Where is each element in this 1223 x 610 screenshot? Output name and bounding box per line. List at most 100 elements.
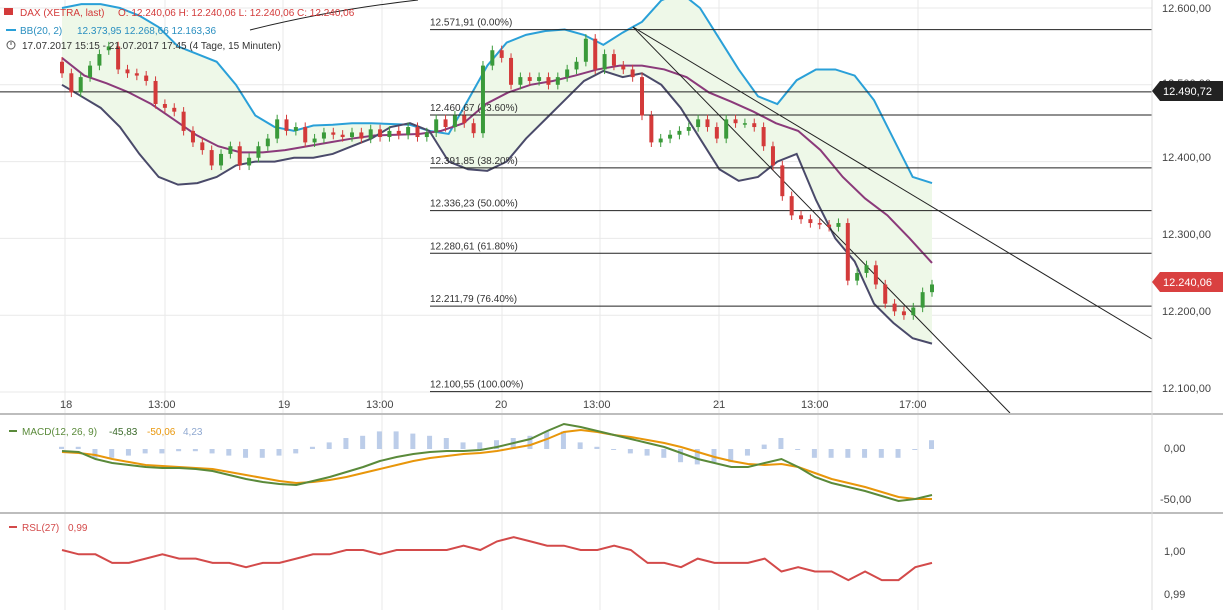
candle-body	[817, 223, 822, 225]
instrument-label: DAX (XETRA, last)	[20, 8, 104, 19]
candle-body	[490, 50, 495, 66]
candle-body	[705, 119, 710, 128]
candle-body	[901, 311, 906, 316]
candle-body	[237, 146, 242, 166]
candle-body	[172, 107, 177, 112]
fib-level-label: 12.460,67 (23.60%)	[430, 103, 518, 114]
macd-histogram-bar	[929, 440, 934, 449]
candle-body	[434, 119, 439, 133]
rsl-panel	[61, 536, 933, 582]
x-tick-label: 13:00	[366, 399, 394, 411]
fib-level-label: 12.336,23 (50.00%)	[430, 199, 518, 210]
candle-body	[761, 127, 766, 147]
macd-histogram-bar	[360, 435, 366, 449]
candle-body	[275, 119, 280, 139]
candle-body	[293, 127, 298, 131]
candle-body	[630, 69, 635, 78]
macd-histogram-bar	[761, 444, 767, 449]
candle-body	[621, 65, 626, 70]
candle-body	[116, 46, 121, 70]
candle-body	[668, 134, 673, 139]
x-tick-label: 13:00	[801, 399, 829, 411]
macd-histogram-bar	[75, 446, 81, 449]
candle-body	[855, 272, 860, 281]
bb-middle-line	[61, 57, 933, 264]
candle-body	[509, 57, 514, 85]
macd-histogram-bar	[460, 442, 466, 449]
macd-histogram-bar	[912, 449, 918, 450]
resistance-tag-value: 12.490,72	[1163, 86, 1212, 98]
fib-level-label: 12.211,79 (76.40%)	[430, 294, 517, 305]
macd-histogram-bar	[778, 438, 784, 449]
bollinger-band-fill	[62, 0, 932, 344]
macd-histogram-bar	[125, 449, 131, 456]
macd-histogram-bar	[376, 431, 382, 449]
candle-body	[368, 129, 373, 139]
macd-histogram-bar	[243, 449, 249, 458]
x-axis: 18 13:00 19 13:00 20 13:00 21 13:00 17:0…	[60, 399, 927, 411]
resistance-price-tag: 12.490,72	[1152, 81, 1223, 101]
macd-histogram-bar	[259, 449, 265, 458]
candle-body	[359, 132, 364, 139]
macd-histogram-bar	[862, 449, 868, 458]
macd-histogram-bar	[159, 449, 165, 454]
macd-histogram-bar	[109, 449, 115, 458]
candle-body	[499, 50, 504, 58]
date-range: 17.07.2017 15:15 - 21.07.2017 17:45 (4 T…	[22, 41, 281, 52]
rsl-name: RSL(27)	[22, 523, 59, 534]
macd-histogram-bar	[795, 449, 801, 450]
candle-body	[733, 119, 738, 124]
candle-body	[555, 77, 560, 85]
macd-histogram-bar	[192, 449, 198, 452]
candle-body	[780, 165, 785, 197]
macd-histogram-bar	[92, 449, 98, 458]
candle-body	[864, 265, 869, 273]
fib-level-label: 12.280,61 (61.80%)	[430, 241, 518, 252]
candle-body	[537, 77, 542, 81]
trend-line-upper	[632, 26, 1153, 340]
last-tag-shape	[1152, 272, 1223, 292]
ohlc-values: O: 12.240,06 H: 12.240,06 L: 12.240,06 C…	[118, 8, 355, 19]
histogram-value: 4,23	[183, 427, 203, 438]
candle-body	[602, 54, 607, 70]
last-tag-value: 12.240,06	[1163, 277, 1212, 289]
candle-body	[144, 75, 149, 81]
candle-body	[303, 127, 308, 143]
candle-body	[256, 146, 261, 158]
macd-histogram-bar	[527, 435, 533, 449]
candles	[60, 34, 934, 320]
rsl-line	[61, 536, 933, 582]
macd-histogram-bar	[828, 449, 834, 458]
candle-body	[396, 130, 401, 135]
candle-legend-icon	[4, 8, 13, 15]
macd-histogram-bar	[744, 449, 750, 456]
fib-level-label: 12.571,91 (0.00%)	[430, 18, 512, 29]
x-tick-label: 17:00	[899, 399, 927, 411]
bb-values: 12.373,95 12.268,66 12.163,36	[77, 26, 216, 37]
bollinger-band-area	[62, 0, 932, 344]
trend-line-prior	[249, 0, 419, 31]
candle-body	[321, 132, 326, 139]
last-price-tag: 12.240,06	[1152, 272, 1223, 292]
candle-body	[443, 119, 448, 128]
x-tick-label: 18	[60, 399, 72, 411]
x-tick-label: 21	[713, 399, 725, 411]
candle-body	[583, 38, 588, 62]
y-tick-label: 12.300,00	[1162, 229, 1211, 241]
candle-body	[827, 224, 832, 227]
candle-body	[724, 119, 729, 139]
candle-body	[714, 127, 719, 139]
candle-body	[284, 119, 289, 131]
candle-body	[911, 307, 916, 316]
macd-histogram-bar	[209, 449, 215, 454]
candle-body	[97, 54, 102, 66]
candle-body	[836, 223, 841, 227]
candle-body	[574, 61, 579, 70]
candle-body	[247, 157, 252, 166]
macd-histogram-bar	[560, 431, 566, 449]
candle-body	[424, 132, 429, 138]
macd-panel	[59, 422, 934, 503]
candle-body	[60, 61, 64, 74]
candle-body	[106, 46, 111, 51]
